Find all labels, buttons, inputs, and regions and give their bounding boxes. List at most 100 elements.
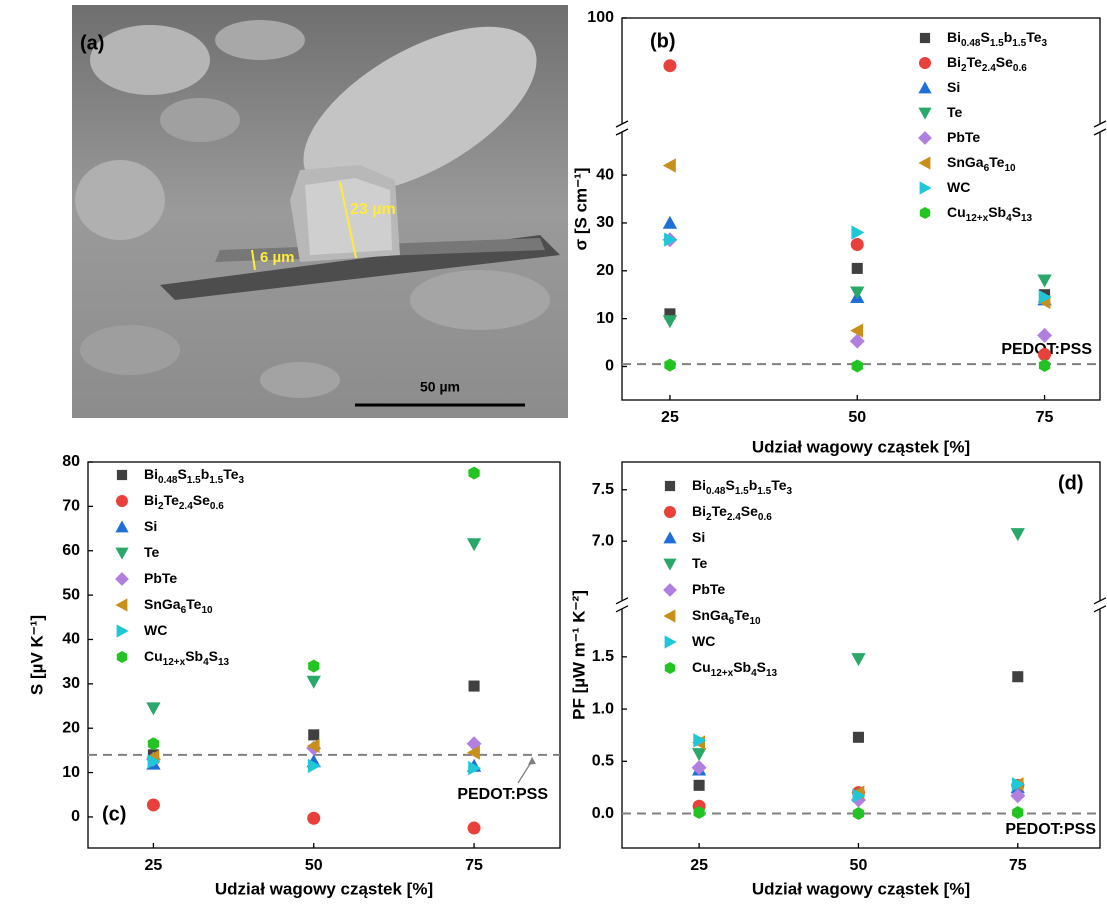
y-tick-label: 30: [62, 675, 80, 692]
x-axis-title: Udział wagowy cząstek [%]: [752, 437, 970, 456]
legend-entry: PbTe: [918, 129, 980, 145]
y-axis-title: S [µV K⁻¹]: [27, 615, 46, 695]
y-tick-label: 40: [62, 631, 80, 648]
marker: [1012, 671, 1023, 682]
panel-label: (b): [650, 30, 676, 52]
reference-arrowhead: [528, 757, 536, 765]
x-tick-label: 25: [690, 857, 708, 874]
panel-label: (d): [1058, 472, 1084, 494]
marker: [918, 131, 932, 145]
x-tick-label: 25: [145, 857, 163, 874]
marker: [117, 470, 127, 480]
legend-entry: Te: [663, 555, 707, 571]
marker: [665, 481, 675, 491]
legend-entry: Si: [918, 79, 960, 95]
legend-entry: PbTe: [115, 570, 177, 586]
legend-label: Te: [947, 104, 963, 120]
marker: [307, 676, 321, 689]
marker: [467, 538, 481, 551]
y-tick-label: 0.0: [592, 805, 614, 822]
marker: [663, 531, 676, 543]
y-axis-title: σ [S cm⁻¹]: [571, 168, 590, 251]
legend-entry: Si: [663, 529, 705, 545]
marker: [694, 780, 705, 791]
marker: [115, 548, 128, 560]
marker: [308, 729, 319, 740]
y-tick-label: 50: [62, 586, 80, 603]
chart: 010203040100255075Udział wagowy cząstek …: [571, 9, 1106, 456]
marker: [665, 662, 675, 674]
legend-label: Cu12+xSb4S13: [947, 204, 1033, 224]
marker: [116, 495, 128, 507]
legend-entry: Te: [115, 544, 159, 560]
y-tick-label: 40: [596, 166, 614, 183]
legend-label: PbTe: [144, 570, 177, 586]
y-tick-label: 10: [596, 310, 614, 327]
y-tick-label: 0: [605, 358, 614, 375]
y-tick-label: 0.5: [592, 753, 614, 770]
y-tick-label: 7.5: [592, 481, 614, 498]
marker: [115, 572, 129, 586]
marker: [307, 812, 320, 825]
marker: [920, 181, 932, 194]
marker: [1011, 528, 1025, 541]
legend-entry: Bi0.48S1.5b1.5Te3: [920, 29, 1048, 49]
marker: [469, 681, 480, 692]
y-tick-label: 80: [62, 453, 80, 470]
y-tick-label: 0: [71, 808, 80, 825]
y-tick-label: 20: [596, 262, 614, 279]
legend-entry: Bi0.48S1.5b1.5Te3: [665, 477, 793, 497]
marker: [664, 506, 676, 518]
panel-label: (c): [102, 803, 126, 825]
y-tick-label: 1.5: [592, 648, 614, 665]
legend-label: WC: [692, 633, 715, 649]
x-axis-title: Udział wagowy cząstek [%]: [752, 879, 970, 898]
marker: [663, 315, 677, 328]
reference-label: PEDOT:PSS: [1005, 821, 1096, 838]
figure: 23 µm 6 µm (a) 50 µm 010203040100255075U…: [0, 0, 1107, 908]
marker: [663, 216, 677, 229]
legend-label: Bi0.48S1.5b1.5Te3: [947, 29, 1048, 49]
legend-label: Bi2Te2.4Se0.6: [947, 54, 1027, 74]
marker: [308, 660, 319, 673]
marker: [115, 520, 128, 532]
marker: [663, 559, 676, 571]
marker: [1037, 275, 1051, 288]
marker: [146, 702, 160, 715]
marker: [920, 207, 930, 219]
marker: [920, 33, 930, 43]
legend-entry: Bi2Te2.4Se0.6: [664, 503, 772, 523]
y-tick-label: 7.0: [592, 532, 614, 549]
marker: [663, 609, 675, 622]
y-tick-label: 60: [62, 542, 80, 559]
legend-label: PbTe: [692, 581, 725, 597]
legend-entry: PbTe: [663, 581, 725, 597]
marker: [852, 263, 863, 274]
marker: [851, 238, 864, 251]
marker: [115, 598, 127, 611]
marker: [919, 57, 931, 69]
legend-entry: Cu12+xSb4S13: [665, 659, 778, 679]
marker: [665, 635, 677, 648]
marker: [918, 81, 931, 93]
x-tick-label: 50: [850, 857, 868, 874]
legend-entry: WC: [920, 179, 971, 195]
y-tick-label: 20: [62, 719, 80, 736]
y-tick-label: 30: [596, 214, 614, 231]
marker: [468, 467, 479, 480]
x-tick-label: 50: [848, 409, 866, 426]
marker: [468, 822, 481, 835]
legend-label: PbTe: [947, 129, 980, 145]
marker: [117, 651, 127, 663]
legend-entry: Bi0.48S1.5b1.5Te3: [117, 466, 245, 486]
legend-entry: Cu12+xSb4S13: [920, 204, 1033, 224]
marker: [850, 287, 864, 300]
legend-entry: Bi2Te2.4Se0.6: [116, 492, 224, 512]
legend-entry: Bi2Te2.4Se0.6: [919, 54, 1027, 74]
x-tick-label: 75: [1036, 409, 1054, 426]
legend-entry: Si: [115, 518, 157, 534]
legend-entry: Te: [918, 104, 962, 120]
marker: [918, 108, 931, 120]
legend-label: SnGa6Te10: [947, 154, 1016, 174]
